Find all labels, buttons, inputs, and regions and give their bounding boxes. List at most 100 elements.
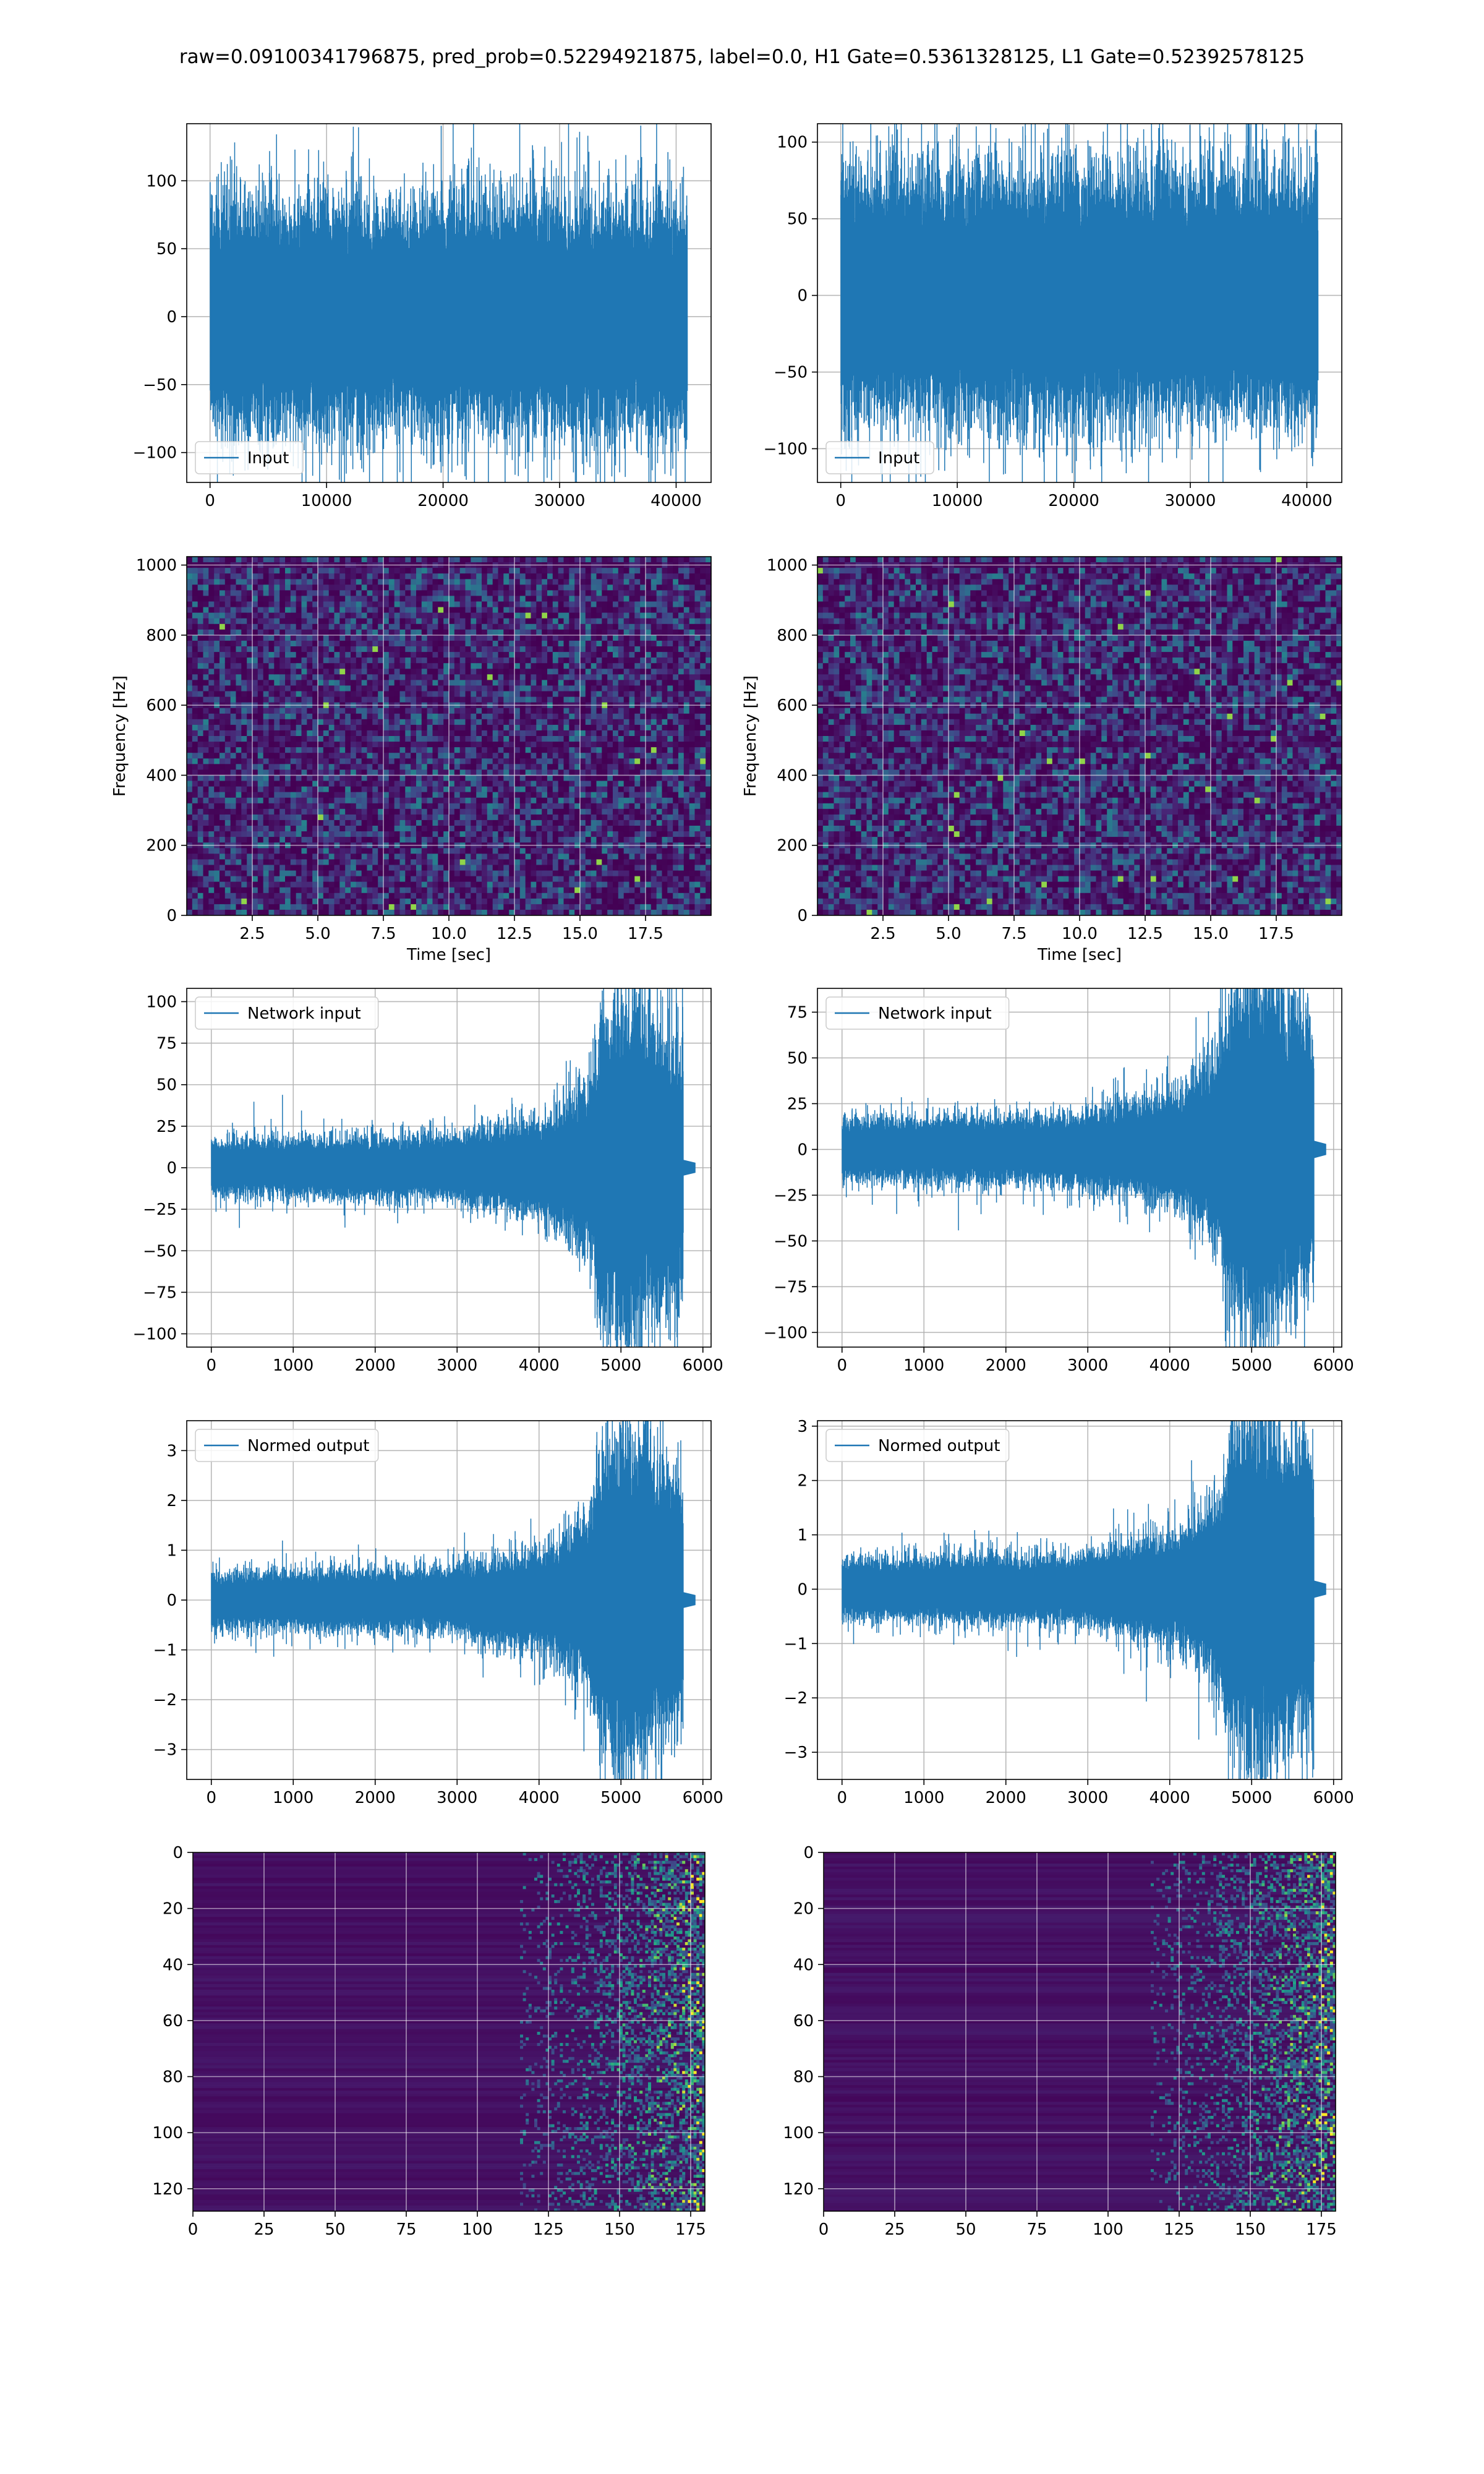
heatmap-cell <box>421 680 428 687</box>
heatmap-cell <box>585 781 592 787</box>
heatmap-cell <box>208 657 215 664</box>
heatmap-cell <box>585 753 592 759</box>
heatmap-cell <box>547 596 553 602</box>
heatmap-cell <box>487 876 493 883</box>
heatmap-cell <box>503 876 510 883</box>
heatmap-cell <box>536 635 542 641</box>
heatmap-cell <box>492 775 499 782</box>
heatmap-cell <box>525 596 532 602</box>
heatmap-cell <box>591 635 597 641</box>
heatmap-cell <box>542 747 548 753</box>
heatmap-cell <box>399 573 406 580</box>
heatmap-cell <box>432 764 438 770</box>
heatmap-cell <box>563 584 569 591</box>
heatmap-cell <box>274 713 280 720</box>
heatmap-cell <box>318 590 324 597</box>
heatmap-cell <box>438 870 444 877</box>
heatmap-cell <box>268 607 275 614</box>
heatmap-cell <box>301 708 307 714</box>
heatmap-cell <box>290 646 297 653</box>
heatmap-cell <box>482 596 488 602</box>
heatmap-cell <box>591 837 597 843</box>
heatmap-cell <box>416 887 422 894</box>
heatmap-cell <box>503 764 510 770</box>
heatmap-cell <box>334 584 340 591</box>
heatmap-cell <box>274 781 280 787</box>
heatmap-cell <box>542 865 548 871</box>
heatmap-cell <box>591 607 597 614</box>
heatmap-cell <box>290 657 297 664</box>
heatmap-cell <box>257 736 264 742</box>
heatmap-cell <box>416 708 422 714</box>
heatmap-cell <box>574 820 581 826</box>
heatmap-cell <box>547 814 553 821</box>
heatmap-cell <box>236 719 242 726</box>
heatmap-cell <box>421 859 428 866</box>
heatmap-cell <box>503 775 510 782</box>
heatmap-cell <box>459 892 466 899</box>
heatmap-cell <box>580 826 586 832</box>
y-tick-label: 50 <box>787 210 808 229</box>
heatmap-cell <box>263 730 270 737</box>
heatmap-cell <box>257 590 264 597</box>
heatmap-cell <box>268 724 275 731</box>
heatmap-cell <box>301 719 307 726</box>
heatmap-cell <box>285 747 291 753</box>
heatmap-cell <box>487 568 493 574</box>
heatmap-cell <box>263 674 270 680</box>
heatmap-cell <box>482 848 488 854</box>
heatmap-cell <box>514 612 521 619</box>
heatmap-cell <box>268 753 275 759</box>
heatmap-cell <box>421 742 428 748</box>
heatmap-cell <box>339 680 346 687</box>
heatmap-cell <box>574 814 581 821</box>
heatmap-cell <box>230 820 237 826</box>
heatmap-cell <box>454 826 461 832</box>
heatmap-cell <box>596 691 602 698</box>
heatmap-cell <box>241 696 247 703</box>
heatmap-cell <box>580 708 586 714</box>
heatmap-cell <box>569 764 575 770</box>
heatmap-cell <box>290 837 297 843</box>
heatmap-cell <box>585 854 592 860</box>
heatmap-cell <box>558 708 565 714</box>
heatmap-cell <box>602 674 608 680</box>
heatmap-cell <box>307 898 313 905</box>
heatmap-cell <box>471 742 477 748</box>
heatmap-cell <box>531 657 537 664</box>
heatmap-cell <box>285 769 291 776</box>
heatmap-cell <box>252 708 258 714</box>
x-tick-label: 40000 <box>650 492 702 510</box>
heatmap-cell <box>602 786 608 793</box>
heatmap-cell <box>547 887 553 894</box>
heatmap-cell <box>285 764 291 770</box>
heatmap-cell <box>471 758 477 764</box>
heatmap-cell <box>356 758 362 764</box>
heatmap-cell <box>312 618 318 625</box>
heatmap-cell <box>569 708 575 714</box>
heatmap-cell <box>514 663 521 669</box>
heatmap-cell <box>596 792 602 798</box>
heatmap-cell <box>531 742 537 748</box>
heatmap-cell <box>290 865 297 871</box>
heatmap-cell <box>274 590 280 597</box>
heatmap-cell <box>203 635 209 641</box>
heatmap-cell <box>399 590 406 597</box>
heatmap-cell <box>312 848 318 854</box>
heatmap-cell <box>214 708 220 714</box>
heatmap-cell <box>585 719 592 726</box>
heatmap-cell <box>241 826 247 832</box>
heatmap-cell <box>542 618 548 625</box>
heatmap-cell <box>552 865 559 871</box>
heatmap-cell <box>351 669 357 675</box>
heatmap-cell <box>443 769 450 776</box>
heatmap-cell <box>476 854 482 860</box>
heatmap-cell <box>214 786 220 793</box>
heatmap-cell <box>519 607 526 614</box>
heatmap-cell <box>602 826 608 832</box>
heatmap-cell <box>197 742 204 748</box>
heatmap-cell <box>487 657 493 664</box>
heatmap-cell <box>443 859 450 866</box>
heatmap-cell <box>351 623 357 630</box>
heatmap-cell <box>318 629 324 636</box>
